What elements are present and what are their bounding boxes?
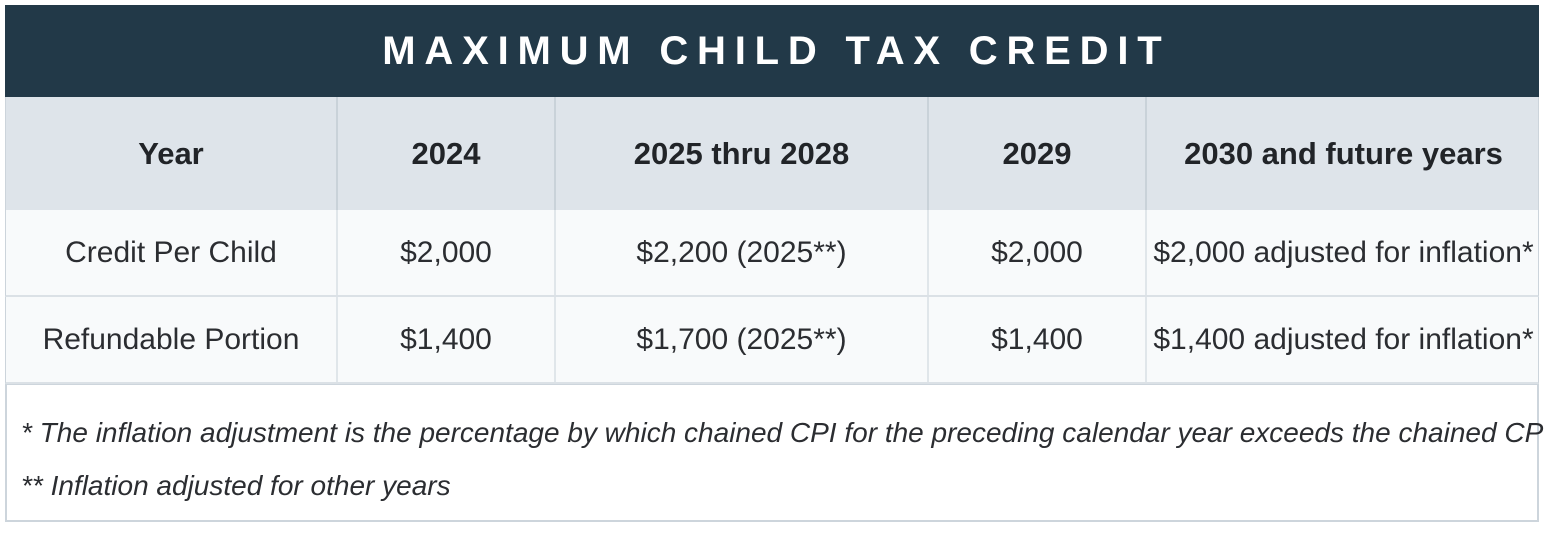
column-header-2025-thru-2028: 2025 thru 2028 [556,97,929,210]
cell-value: $1,700 (2025**) [556,297,929,382]
footnotes-box: * The inflation adjustment is the percen… [5,384,1544,522]
column-header-2024: 2024 [338,97,556,210]
table-row-refundable-portion: Refundable Portion $1,400 $1,700 (2025**… [5,297,1539,384]
cell-value: $2,000 [929,210,1147,295]
footnote-other-years: ** Inflation adjusted for other years [21,469,451,501]
cell-value: $1,400 [338,297,556,382]
row-label: Credit Per Child [6,210,338,295]
table-header-row: Year 2024 2025 thru 2028 2029 2030 and f… [5,97,1539,210]
table-title-bar: MAXIMUM CHILD TAX CREDIT [5,5,1539,97]
column-header-2029: 2029 [929,97,1147,210]
footnote-inflation-adjustment: * The inflation adjustment is the percen… [21,417,1544,449]
cell-value: $2,000 adjusted for inflation* [1153,235,1534,269]
cell-value: $2,000 [338,210,556,295]
cell-value: $2,200 (2025**) [556,210,929,295]
column-header-2030-and-future: 2030 and future years [1184,135,1503,171]
table-row-credit-per-child: Credit Per Child $2,000 $2,200 (2025**) … [5,210,1539,297]
column-header-year: Year [6,97,338,210]
cell-value: $1,400 adjusted for inflation* [1153,322,1534,356]
table-title: MAXIMUM CHILD TAX CREDIT [382,28,1171,73]
child-tax-credit-table: MAXIMUM CHILD TAX CREDIT Year 2024 2025 … [5,5,1544,522]
cell-value: $1,400 [929,297,1147,382]
row-label: Refundable Portion [6,297,338,382]
